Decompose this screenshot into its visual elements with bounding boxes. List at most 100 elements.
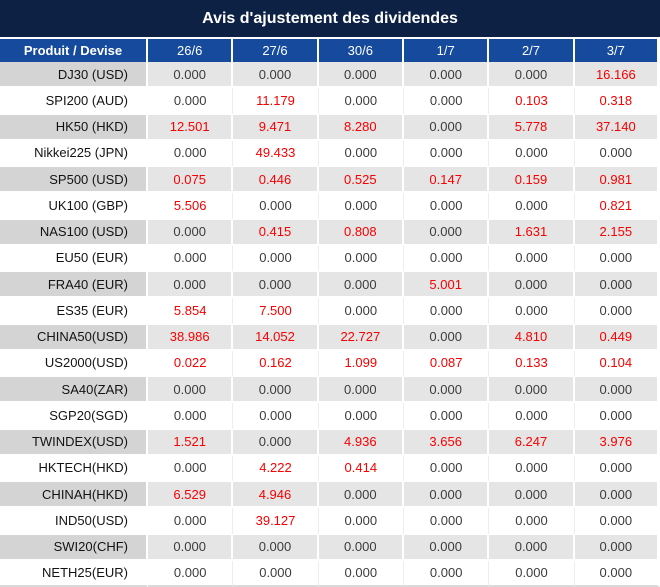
dividend-value: 0.000 [574, 455, 660, 482]
dividend-value: 0.159 [489, 167, 575, 194]
dividend-value: 0.000 [404, 482, 490, 509]
dividend-table-body: DJ30 (USD) 0.000 0.000 0.000 0.000 0.000 16.16… [0, 62, 660, 587]
product-label: SGP20(SGD) [0, 403, 148, 430]
dividend-value: 4.222 [233, 455, 319, 482]
dividend-value: 0.000 [404, 219, 490, 246]
dividend-value: 0.000 [574, 560, 660, 587]
dividend-value: 14.052 [233, 324, 319, 351]
product-label: US2000(USD) [0, 350, 148, 377]
product-label: FRA40 (EUR) [0, 272, 148, 299]
dividend-value: 37.140 [574, 114, 660, 141]
dividend-value: 0.000 [233, 245, 319, 272]
dividend-value: 0.808 [318, 219, 404, 246]
dividend-value: 0.000 [404, 455, 490, 482]
dividend-value: 0.000 [404, 88, 490, 115]
dividend-value: 4.810 [489, 324, 575, 351]
dividend-value: 22.727 [318, 324, 404, 351]
dividend-value: 3.656 [404, 429, 490, 456]
column-header-date: 26/6 [148, 39, 234, 62]
dividend-value: 0.000 [148, 62, 234, 89]
dividend-value: 0.000 [489, 298, 575, 325]
dividend-value: 0.000 [489, 62, 575, 89]
dividend-value: 0.000 [148, 245, 234, 272]
dividend-value: 6.529 [148, 482, 234, 509]
dividend-value: 0.000 [148, 455, 234, 482]
dividend-value: 0.000 [574, 508, 660, 535]
dividend-value: 0.000 [148, 534, 234, 561]
dividend-value: 0.000 [318, 534, 404, 561]
dividend-value: 0.000 [148, 219, 234, 246]
dividend-value: 0.000 [489, 455, 575, 482]
dividend-value: 0.000 [489, 508, 575, 535]
dividend-value: 0.000 [318, 140, 404, 167]
dividend-value: 0.821 [574, 193, 660, 220]
dividend-value: 0.133 [489, 350, 575, 377]
dividend-value: 0.000 [404, 193, 490, 220]
dividend-value: 0.000 [233, 429, 319, 456]
dividend-value: 6.247 [489, 429, 575, 456]
dividend-value: 0.981 [574, 167, 660, 194]
dividend-value: 0.318 [574, 88, 660, 115]
product-label: UK100 (GBP) [0, 193, 148, 220]
dividend-value: 7.500 [233, 298, 319, 325]
dividend-value: 11.179 [233, 88, 319, 115]
dividend-value: 5.854 [148, 298, 234, 325]
dividend-value: 0.000 [489, 193, 575, 220]
product-label: SPI200 (AUD) [0, 88, 148, 115]
product-label: HK50 (HKD) [0, 114, 148, 141]
dividend-value: 0.449 [574, 324, 660, 351]
dividend-value: 2.155 [574, 219, 660, 246]
dividend-value: 0.000 [404, 140, 490, 167]
dividend-value: 0.000 [574, 534, 660, 561]
dividend-value: 0.000 [404, 377, 490, 404]
product-label: HKTECH(HKD) [0, 455, 148, 482]
product-label: Nikkei225 (JPN) [0, 140, 148, 167]
dividend-value: 0.000 [489, 140, 575, 167]
product-label: DJ30 (USD) [0, 62, 148, 89]
dividend-value: 12.501 [148, 114, 234, 141]
product-label: SP500 (USD) [0, 167, 148, 194]
product-label: SA40(ZAR) [0, 377, 148, 404]
dividend-value: 0.000 [404, 324, 490, 351]
dividend-value: 0.000 [148, 140, 234, 167]
dividend-value: 0.103 [489, 88, 575, 115]
dividend-value: 9.471 [233, 114, 319, 141]
dividend-value: 0.000 [489, 482, 575, 509]
table-header-row: Produit / Devise 26/6 27/6 30/6 1/7 2/7 3/7 [0, 39, 660, 62]
dividend-value: 0.000 [318, 272, 404, 299]
dividend-value: 0.000 [574, 482, 660, 509]
dividend-value: 3.976 [574, 429, 660, 456]
dividend-value: 0.525 [318, 167, 404, 194]
product-label: ES35 (EUR) [0, 298, 148, 325]
dividend-value: 0.000 [489, 272, 575, 299]
dividend-value: 1.521 [148, 429, 234, 456]
column-header-date: 2/7 [489, 39, 575, 62]
column-header-date: 27/6 [233, 39, 319, 62]
dividend-value: 0.000 [233, 377, 319, 404]
dividend-value: 39.127 [233, 508, 319, 535]
dividend-value: 0.000 [489, 377, 575, 404]
dividend-value: 0.000 [148, 377, 234, 404]
dividend-value: 0.162 [233, 350, 319, 377]
dividend-value: 0.000 [404, 114, 490, 141]
column-header-date: 30/6 [318, 39, 404, 62]
dividend-value: 0.075 [148, 167, 234, 194]
dividend-value: 0.000 [233, 560, 319, 587]
dividend-value: 0.000 [318, 377, 404, 404]
dividend-value: 0.000 [404, 403, 490, 430]
product-label: NETH25(EUR) [0, 560, 148, 587]
dividend-value: 0.000 [574, 298, 660, 325]
dividend-value: 0.415 [233, 219, 319, 246]
dividend-value: 0.000 [489, 403, 575, 430]
column-header-date: 1/7 [404, 39, 490, 62]
dividend-value: 0.087 [404, 350, 490, 377]
dividend-value: 38.986 [148, 324, 234, 351]
dividend-value: 0.000 [489, 245, 575, 272]
dividend-value: 0.000 [318, 482, 404, 509]
dividend-value: 0.000 [574, 272, 660, 299]
dividend-value: 4.946 [233, 482, 319, 509]
dividend-value: 0.000 [489, 560, 575, 587]
dividend-value: 0.000 [574, 377, 660, 404]
dividend-value: 0.000 [574, 245, 660, 272]
